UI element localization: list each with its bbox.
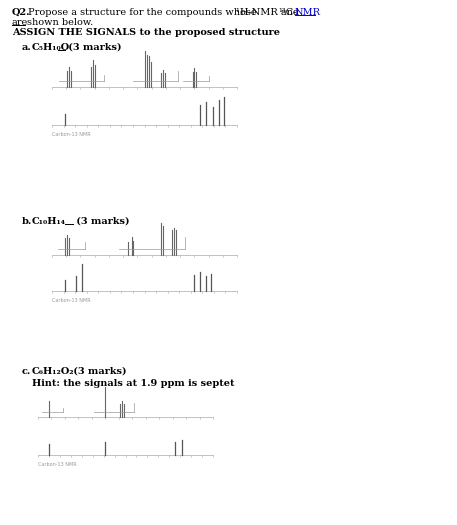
Text: shown below.: shown below. [27, 18, 93, 27]
Text: Propose a structure for the compounds whose: Propose a structure for the compounds wh… [28, 8, 260, 17]
Text: C₁₀H₁₄: C₁₀H₁₄ [32, 217, 66, 226]
Text: c.: c. [22, 367, 31, 376]
Text: ¹³C-: ¹³C- [278, 8, 297, 17]
Text: (3 marks): (3 marks) [65, 43, 122, 52]
Text: (3 marks): (3 marks) [73, 217, 129, 226]
Text: Q2.: Q2. [12, 8, 31, 17]
Text: C₅H₁₀O: C₅H₁₀O [32, 43, 70, 52]
Text: a.: a. [22, 43, 32, 52]
Text: b.: b. [22, 217, 32, 226]
Text: Hint: the signals at 1.9 ppm is septet: Hint: the signals at 1.9 ppm is septet [32, 379, 234, 388]
Text: ¹H-NMR and: ¹H-NMR and [236, 8, 302, 17]
Text: ASSIGN THE SIGNALS to the proposed structure: ASSIGN THE SIGNALS to the proposed struc… [12, 28, 280, 37]
Text: Carbon-13 NMR: Carbon-13 NMR [52, 298, 90, 303]
Text: C₆H₁₂O₂: C₆H₁₂O₂ [32, 367, 74, 376]
Text: NMR: NMR [295, 8, 321, 17]
Text: Carbon-13 NMR: Carbon-13 NMR [38, 462, 77, 467]
Text: (3 marks): (3 marks) [70, 367, 127, 376]
Text: are: are [12, 18, 28, 27]
Text: Carbon-13 NMR: Carbon-13 NMR [52, 132, 90, 137]
